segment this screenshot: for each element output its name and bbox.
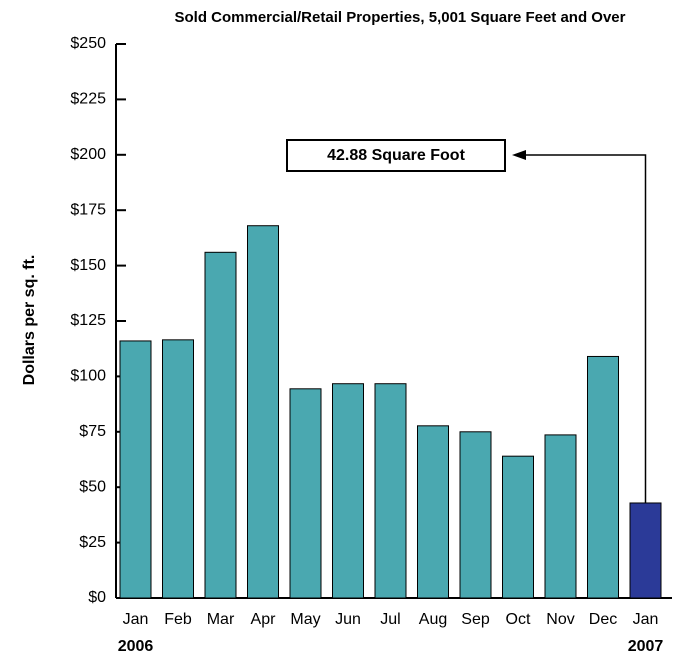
y-tick-label: $125 — [70, 312, 106, 329]
x-tick-label: Jan — [123, 611, 149, 628]
x-tick-label: Apr — [251, 611, 277, 628]
annotation-arrow — [522, 154, 647, 503]
x-tick-label: Aug — [419, 611, 447, 628]
year-label: 2006 — [118, 638, 154, 655]
bar — [417, 425, 449, 599]
x-tick-label: Oct — [506, 611, 531, 628]
y-tick-label: $50 — [79, 478, 106, 495]
x-tick-label: May — [290, 611, 320, 628]
bar — [119, 340, 152, 599]
x-tick-label: Sep — [461, 611, 490, 628]
y-tick-label: $250 — [70, 35, 106, 52]
y-tick-label: $225 — [70, 91, 106, 108]
x-tick-label: Nov — [546, 611, 574, 628]
year-label: 2007 — [628, 638, 664, 655]
bar — [204, 251, 237, 599]
x-tick-label: Jul — [380, 611, 400, 628]
x-tick-label: Jun — [335, 611, 361, 628]
y-tick-label: $200 — [70, 146, 106, 163]
x-tick-label: Dec — [589, 611, 617, 628]
bar — [332, 383, 364, 599]
bar — [374, 383, 407, 599]
bar — [247, 225, 279, 599]
bar — [544, 434, 577, 599]
bar — [162, 339, 194, 599]
bar — [289, 388, 322, 599]
x-tick-label: Feb — [164, 611, 192, 628]
y-tick-label: $150 — [70, 257, 106, 274]
annotation-arrowhead — [512, 150, 526, 160]
y-tick-label: $175 — [70, 201, 106, 218]
annotation-text: 42.88 Square Foot — [327, 147, 465, 164]
bar — [629, 502, 662, 599]
x-tick-label: Mar — [207, 611, 235, 628]
y-tick-label: $0 — [88, 589, 106, 606]
annotation-box — [286, 139, 506, 172]
y-axis-label: Dollars per sq. ft. — [21, 255, 38, 386]
bar — [587, 355, 619, 599]
bar — [459, 431, 492, 599]
bar — [502, 455, 534, 599]
x-tick-label: Jan — [633, 611, 659, 628]
y-tick-label: $75 — [79, 423, 106, 440]
y-tick-label: $25 — [79, 534, 106, 551]
chart-title: Sold Commercial/Retail Properties, 5,001… — [174, 9, 625, 26]
y-tick-label: $100 — [70, 368, 106, 385]
